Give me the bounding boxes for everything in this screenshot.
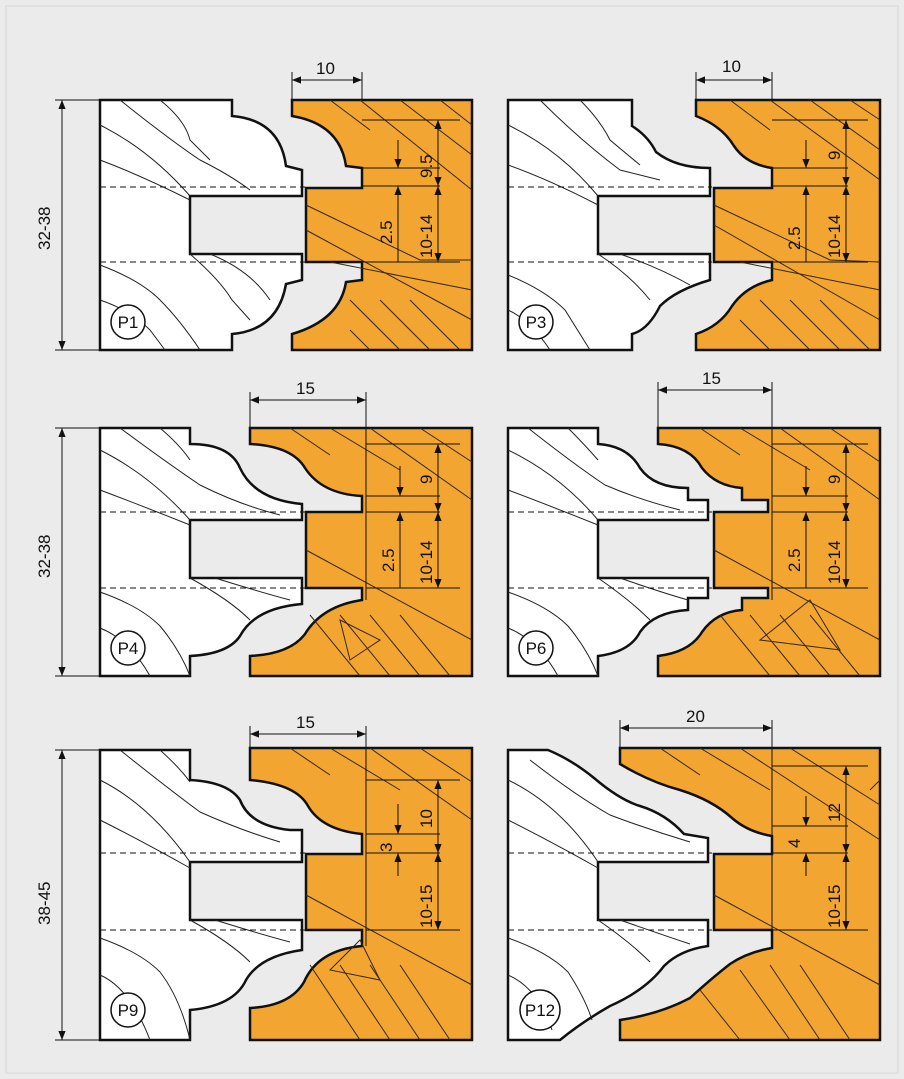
dim-width: 15: [702, 369, 721, 388]
profile-panel-p6: 15 9 2.5 10-14 P6: [506, 369, 882, 678]
profile-badge: [110, 304, 146, 340]
dim-offset: 2.5: [377, 220, 396, 244]
frame: [5, 5, 899, 1074]
dim-width: 20: [686, 707, 705, 726]
dim-lower: 10-14: [417, 541, 436, 584]
profile-badge: [518, 304, 554, 340]
dim-upper: 9: [417, 475, 436, 484]
profile-panel-p9: 15 38-45 10 3 10-15 P9: [35, 713, 474, 1042]
dim-offset: 3: [377, 843, 396, 852]
profile-label: P1: [118, 313, 139, 332]
profile-badge: [110, 630, 146, 666]
grain-lines-blank: [99, 749, 291, 1041]
dim-offset: 2.5: [379, 548, 398, 572]
dim-overall-height: 32-38: [35, 535, 54, 578]
dim-width: 15: [296, 713, 315, 732]
dimensions: [55, 726, 460, 1041]
dim-width: 10: [316, 59, 335, 78]
grain-lines-stock: [699, 427, 881, 677]
stock-piece: [656, 426, 882, 678]
dim-lower: 10-15: [825, 885, 844, 928]
profile-badge: [110, 992, 146, 1028]
dim-width: 10: [722, 57, 741, 76]
dimensions: [657, 382, 868, 600]
grain-lines-blank: [507, 99, 691, 351]
dimensions: [55, 392, 460, 677]
grain-lines-blank: [507, 759, 691, 1031]
profile-label: P9: [118, 1001, 139, 1020]
grain-lines-stock: [289, 427, 473, 677]
dim-upper: 9: [825, 151, 844, 160]
profile-label: P3: [526, 313, 547, 332]
dim-offset: 4: [785, 839, 804, 848]
dim-upper: 12: [825, 803, 844, 822]
profile-label: P6: [526, 639, 547, 658]
dimensions: [55, 72, 460, 351]
dim-offset: 2.5: [785, 226, 804, 250]
dimensions: [619, 720, 868, 948]
dimensions: [695, 72, 868, 263]
dim-upper: 9.5: [417, 154, 436, 178]
grain-lines-stock: [659, 747, 881, 1041]
profile-panel-p3: 10 9 2.5 10-14 P3: [506, 57, 882, 352]
profile-badge: [519, 989, 561, 1031]
profile-panel-p12: 20 12 4 10-15 P12: [506, 707, 882, 1042]
dim-upper: 10: [417, 809, 436, 828]
profile-panel-p1: 10 32-38 9.5 2.5 10-14 P1: [35, 59, 474, 352]
dim-width: 15: [296, 379, 315, 398]
dim-lower: 10-14: [825, 541, 844, 584]
stock-piece: [248, 426, 474, 678]
dim-lower: 10-14: [417, 215, 436, 258]
dim-overall-height: 38-45: [35, 882, 54, 925]
grain-lines-blank: [507, 427, 689, 677]
profile-badge: [518, 630, 554, 666]
dim-offset: 2.5: [785, 548, 804, 572]
dim-lower: 10-15: [417, 885, 436, 928]
grain-lines-stock: [289, 747, 473, 1041]
profile-panel-p4: 15 32-38 9 2.5 10-14 P4: [35, 379, 474, 678]
profile-label: P4: [118, 639, 139, 658]
profile-label: P12: [525, 1001, 555, 1020]
grain-lines-blank: [99, 99, 271, 351]
dim-upper: 9: [825, 475, 844, 484]
dim-overall-height: 32-38: [35, 207, 54, 250]
stock-piece: [248, 746, 474, 1042]
dim-lower: 10-14: [825, 215, 844, 258]
